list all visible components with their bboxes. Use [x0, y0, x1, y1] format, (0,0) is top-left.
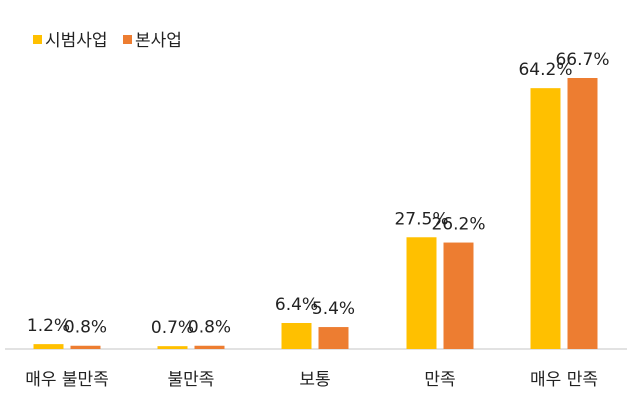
data-label: 5.4%	[312, 299, 355, 319]
bar-main	[318, 327, 349, 349]
bar-pilot	[530, 88, 561, 350]
x-tick-label: 불만족	[168, 370, 215, 390]
bar-main	[194, 345, 225, 349]
bar-main	[567, 78, 598, 349]
x-tick-label: 매우 불만족	[25, 370, 109, 390]
legend-swatch	[33, 35, 42, 44]
data-label: 6.4%	[275, 295, 318, 315]
bar-pilot	[33, 344, 64, 349]
data-label: 1.2%	[27, 316, 70, 336]
legend-label: 본사업	[135, 31, 182, 51]
data-label: 0.8%	[64, 318, 107, 338]
data-label: 66.7%	[555, 50, 609, 70]
data-label: 27.5%	[394, 209, 448, 229]
bar-pilot	[406, 237, 437, 349]
x-tick-label: 보통	[299, 370, 330, 390]
bar-main	[443, 242, 474, 349]
bar-main	[70, 345, 101, 349]
data-label: 26.2%	[431, 215, 485, 235]
data-label: 0.8%	[188, 318, 231, 338]
x-tick-label: 매우 만족	[530, 370, 598, 390]
legend-label: 시범사업	[45, 31, 108, 51]
data-label: 0.7%	[151, 318, 194, 338]
data-label: 64.2%	[518, 60, 572, 80]
legend: 시범사업 본사업	[33, 31, 182, 51]
bar-pilot	[157, 346, 188, 349]
bar-pilot	[281, 322, 312, 349]
x-tick-label: 만족	[424, 370, 455, 390]
legend-swatch	[123, 35, 132, 44]
